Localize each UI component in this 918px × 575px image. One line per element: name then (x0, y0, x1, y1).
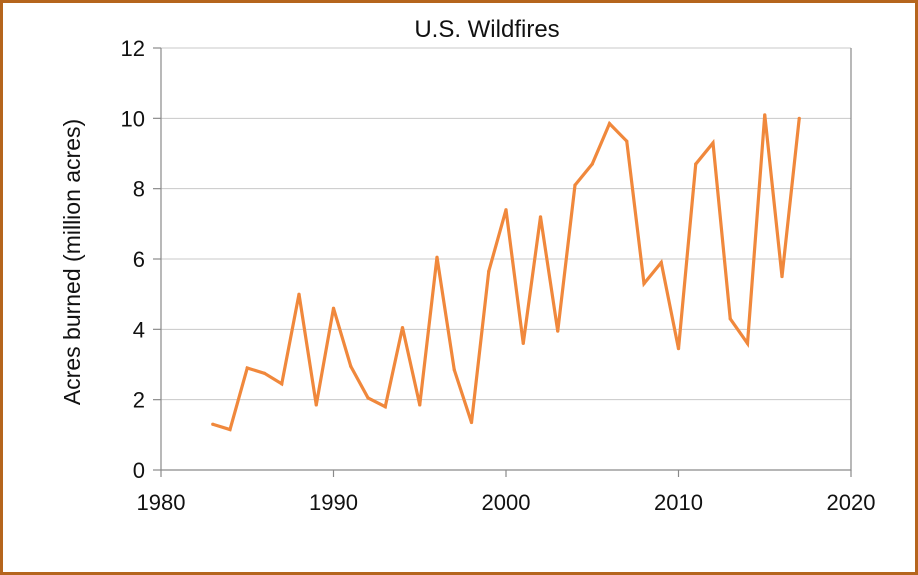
data-point-2014 (745, 341, 750, 345)
data-point-2016 (780, 274, 784, 279)
x-tick-label: 2010 (654, 490, 703, 515)
series-line-acres-burned (212, 114, 801, 432)
data-point-1986 (262, 371, 267, 375)
y-tick-label: 2 (133, 388, 145, 413)
data-point-2013 (728, 317, 732, 321)
data-point-2012 (711, 141, 715, 145)
data-point-2001 (521, 341, 525, 345)
data-point-2017 (797, 116, 801, 120)
data-point-1992 (366, 396, 370, 400)
data-point-1997 (452, 368, 456, 372)
y-tick-label: 8 (133, 177, 145, 202)
data-point-2008 (642, 282, 646, 286)
data-point-2007 (625, 139, 629, 143)
chart-title: U.S. Wildfires (414, 16, 559, 43)
data-point-1993 (383, 405, 387, 409)
x-tick-label: 1980 (137, 490, 186, 515)
data-point-1998 (469, 420, 474, 425)
y-tick-label: 4 (133, 317, 145, 342)
data-point-2015 (763, 113, 767, 117)
data-point-2010 (676, 347, 681, 351)
x-tick-label: 2000 (482, 490, 531, 515)
line-chart: U.S. Wildfires 0 2 4 6 8 10 12 1980 1990 2000 2010… (59, 16, 876, 515)
data-point-1999 (487, 269, 491, 273)
x-tick-label: 2020 (827, 490, 876, 515)
y-tick-label: 10 (121, 106, 145, 131)
data-point-1994 (400, 325, 405, 330)
data-point-1989 (314, 403, 318, 407)
data-point-2004 (573, 183, 577, 187)
gridlines (161, 47, 851, 401)
data-point-2006 (607, 122, 612, 126)
data-point-1991 (349, 364, 353, 368)
data-point-1985 (245, 366, 249, 370)
y-tick-label: 12 (121, 36, 145, 61)
y-axis-label: Acres burned (million acres) (59, 119, 85, 405)
data-point-1990 (331, 306, 336, 310)
y-tick-label: 0 (133, 458, 145, 483)
data-point-2003 (556, 329, 560, 333)
y-tick-label: 6 (133, 247, 145, 272)
data-point-2009 (659, 260, 663, 265)
x-tick-label: 1990 (309, 490, 358, 515)
data-point-1996 (435, 255, 439, 259)
data-point-1987 (280, 382, 284, 386)
data-point-2011 (694, 162, 698, 166)
data-point-2002 (538, 215, 543, 219)
data-point-1995 (418, 403, 422, 407)
data-point-2005 (590, 162, 594, 166)
data-point-1988 (297, 292, 301, 296)
axes: 0 2 4 6 8 10 12 1980 1990 2000 2010 2020 (121, 36, 876, 515)
data-point-1984 (228, 427, 232, 432)
data-point-2000 (504, 208, 508, 212)
series-layer (211, 113, 801, 432)
data-point-1983 (211, 422, 215, 426)
